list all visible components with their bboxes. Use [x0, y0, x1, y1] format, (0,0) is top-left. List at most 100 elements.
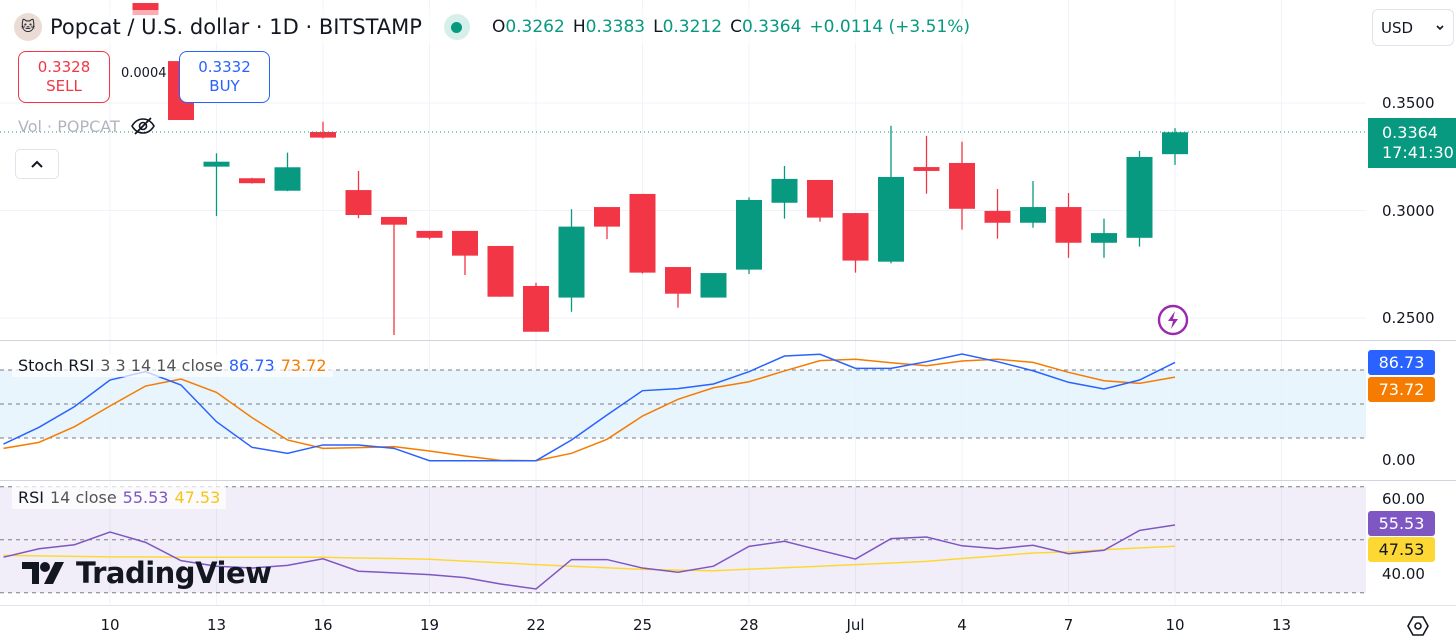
candle: [700, 273, 727, 298]
stoch-k-value: 86.73: [228, 356, 275, 375]
candle: [487, 245, 514, 297]
price-tick: 0.3000: [1382, 202, 1435, 220]
settings-icon[interactable]: [1406, 614, 1430, 638]
rsi-legend[interactable]: RSI 14 close 55.53 47.53: [12, 486, 227, 509]
time-tick: 25: [632, 616, 653, 634]
time-tick: 13: [1271, 616, 1292, 634]
high-label: H: [572, 17, 586, 37]
candle: [1020, 181, 1046, 228]
stoch-k-badge: 86.73: [1368, 350, 1435, 375]
candle: [381, 216, 407, 335]
candle-body: [913, 167, 940, 171]
candle-body: [594, 207, 620, 227]
close-label: C: [730, 17, 742, 37]
candle-body: [239, 178, 265, 184]
symbol-title[interactable]: Popcat / U.S. dollar · 1D · BITSTAMP: [50, 15, 422, 39]
symbol-legend[interactable]: 🐱 Popcat / U.S. dollar · 1D · BITSTAMP O…: [14, 10, 971, 44]
time-tick: 22: [526, 616, 546, 634]
candle-body: [274, 167, 301, 191]
close-value: 0.3364: [741, 17, 802, 37]
candle: [274, 152, 301, 192]
stoch-rsi-params: 3 3 14 14 close: [100, 356, 223, 375]
chevron-down-icon: [1436, 24, 1444, 30]
last-price: 0.3364: [1382, 123, 1438, 142]
candle-body: [310, 132, 336, 138]
rsi-value: 55.53: [122, 488, 169, 507]
rsi-axis-tick: 40.00: [1382, 565, 1425, 583]
candle: [452, 230, 478, 275]
stoch-d-badge: 73.72: [1368, 377, 1435, 402]
candle: [1162, 128, 1188, 165]
buy-button[interactable]: 0.3332 BUY: [179, 51, 270, 103]
candle-body: [381, 216, 407, 225]
time-tick: 7: [1063, 616, 1074, 634]
rsi-pane: [0, 486, 1366, 594]
price-tick: 0.3500: [1382, 94, 1435, 112]
candle-body: [984, 210, 1011, 223]
stoch-rsi-pane: [0, 353, 1366, 462]
chevron-up-icon: [31, 160, 43, 168]
rsi-badge: 55.53: [1368, 511, 1435, 536]
bar-countdown: 17:41:30: [1382, 143, 1454, 162]
candle: [736, 197, 762, 274]
stoch-d-value: 73.72: [280, 356, 327, 375]
spread-value: 0.0004: [121, 66, 167, 81]
lightning-icon[interactable]: [1157, 304, 1189, 336]
eye-off-icon[interactable]: [130, 116, 156, 136]
candle-body: [487, 245, 514, 297]
stoch-rsi-legend[interactable]: Stoch RSI 3 3 14 14 close 86.73 73.72: [12, 354, 333, 377]
volume-legend[interactable]: Vol · POPCAT: [18, 115, 156, 137]
stoch-k-line: [3, 353, 1176, 462]
time-tick: 10: [1165, 616, 1185, 634]
open-label: O: [491, 17, 506, 37]
stoch-axis-tick: 0.00: [1382, 451, 1416, 469]
candle-body: [665, 267, 691, 294]
candle-body: [1091, 233, 1117, 243]
candle-body: [1162, 132, 1188, 155]
collapse-legend-button[interactable]: [15, 149, 59, 179]
rsi-title: RSI: [18, 488, 44, 507]
candle-body: [736, 199, 762, 270]
price-tick: 0.2500: [1382, 309, 1435, 327]
candle: [416, 230, 443, 240]
candle: [913, 135, 940, 194]
rsi-params: 14 close: [50, 488, 117, 507]
low-value: 0.3212: [662, 17, 723, 37]
candle-body: [1126, 156, 1153, 238]
candle-body: [949, 162, 975, 209]
sell-price: 0.3328: [37, 58, 91, 76]
candle-body: [771, 178, 798, 203]
candle: [878, 125, 904, 264]
candle: [771, 165, 798, 219]
cat-avatar-icon: 🐱: [14, 13, 42, 41]
sell-button[interactable]: 0.3328 SELL: [18, 51, 110, 103]
candle: [203, 153, 230, 217]
currency-select[interactable]: USD: [1372, 9, 1454, 46]
buy-label: BUY: [209, 77, 240, 95]
time-tick: 28: [739, 616, 759, 634]
high-value: 0.3383: [585, 17, 646, 37]
sell-label: SELL: [46, 77, 82, 95]
candle: [523, 282, 549, 332]
candle-body: [1020, 207, 1046, 223]
volume-label: Vol · POPCAT: [18, 116, 120, 136]
currency-value: USD: [1381, 18, 1414, 37]
buy-price: 0.3332: [198, 58, 251, 76]
candle-body: [1055, 207, 1082, 243]
candle-body: [452, 230, 478, 256]
candle: [842, 213, 869, 273]
time-tick: 4: [957, 616, 967, 634]
candle-body: [629, 193, 656, 273]
candle: [949, 141, 975, 230]
candle: [1055, 193, 1082, 258]
candle: [558, 209, 585, 312]
candle: [1091, 218, 1117, 258]
candle-body: [558, 226, 585, 298]
tradingview-logo[interactable]: TradingView: [22, 556, 272, 590]
candle: [629, 193, 656, 274]
candle: [807, 179, 833, 222]
rsi-line: [3, 524, 1176, 590]
time-tick: 10: [100, 616, 120, 634]
time-tick: Jul: [846, 616, 865, 634]
